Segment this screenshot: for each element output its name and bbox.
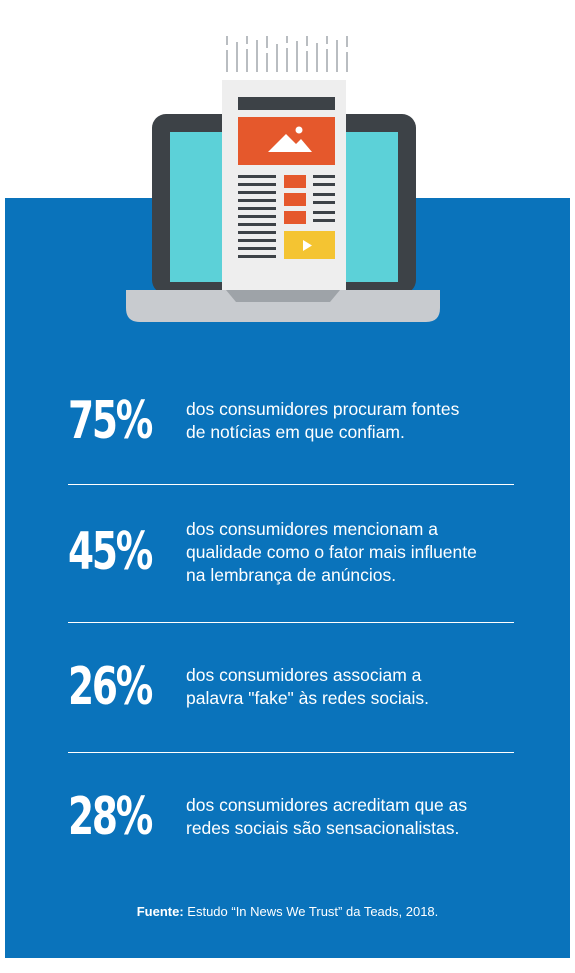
mountain-icon [268,134,312,152]
stat-description: dos consumidores acreditam que as redes … [186,795,468,838]
laptop-newspaper-icon [126,36,440,322]
stat-row: 28% dos consumidores acreditam que as re… [68,782,528,852]
source-label: Fuente: [136,904,184,919]
laptop-base [126,290,440,322]
blue-panel [5,198,570,958]
stat-percentage: 75% [68,391,153,451]
stat-percentage: 26% [68,657,153,717]
paper-feed-lines [226,36,348,72]
source-citation: Fuente: Estudo “In News We Trust” da Tea… [0,904,575,919]
divider [68,484,514,485]
stat-description: dos consumidores procuram fontes de notí… [186,399,460,442]
stat-description: dos consumidores associam a palavra "fak… [186,665,429,708]
source-text: Estudo “In News We Trust” da Teads, 2018… [183,904,439,919]
stat-percentage: 45% [68,522,153,582]
stat-percentage: 28% [68,787,153,847]
stat-row: 45% dos consumidores mencionam a qualida… [68,512,528,592]
stat-description: dos consumidores mencionam a qualidade c… [186,518,477,585]
play-icon [303,240,312,251]
stat-row: 75% dos consumidores procuram fontes de … [68,386,528,456]
laptop-notch [226,290,340,302]
divider [68,622,514,623]
stat-row: 26% dos consumidores associam a palavra … [68,652,528,722]
divider [68,752,514,753]
